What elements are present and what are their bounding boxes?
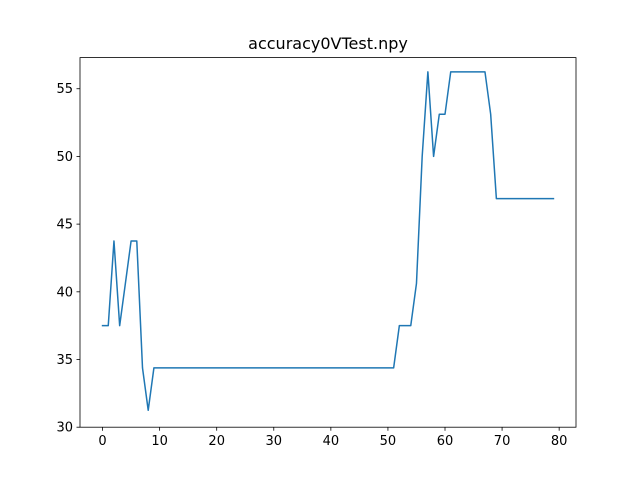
axes-frame	[79, 57, 577, 428]
x-tick-label: 60	[437, 434, 454, 449]
x-tick-label: 10	[151, 434, 168, 449]
chart-title: accuracy0VTest.npy	[248, 34, 408, 53]
x-tick-label: 30	[266, 434, 283, 449]
series-line-0	[101, 71, 555, 412]
plot-area: 0 10 20 30 40 50 60 70 80 30 35 40 45 50 55	[56, 71, 568, 449]
x-tick-label: 70	[494, 434, 511, 449]
x-tick-label: 80	[551, 434, 568, 449]
y-tick-label: 55	[56, 82, 73, 97]
y-tick-label: 35	[56, 353, 73, 368]
x-tick-label: 50	[380, 434, 397, 449]
x-tick-label: 20	[208, 434, 225, 449]
y-tick-label: 50	[56, 150, 73, 165]
y-tick-label: 45	[56, 218, 73, 233]
y-tick-label: 30	[56, 421, 73, 436]
x-tick-label: 40	[323, 434, 340, 449]
y-tick-label: 40	[56, 285, 73, 300]
x-tick-label: 0	[98, 434, 106, 449]
